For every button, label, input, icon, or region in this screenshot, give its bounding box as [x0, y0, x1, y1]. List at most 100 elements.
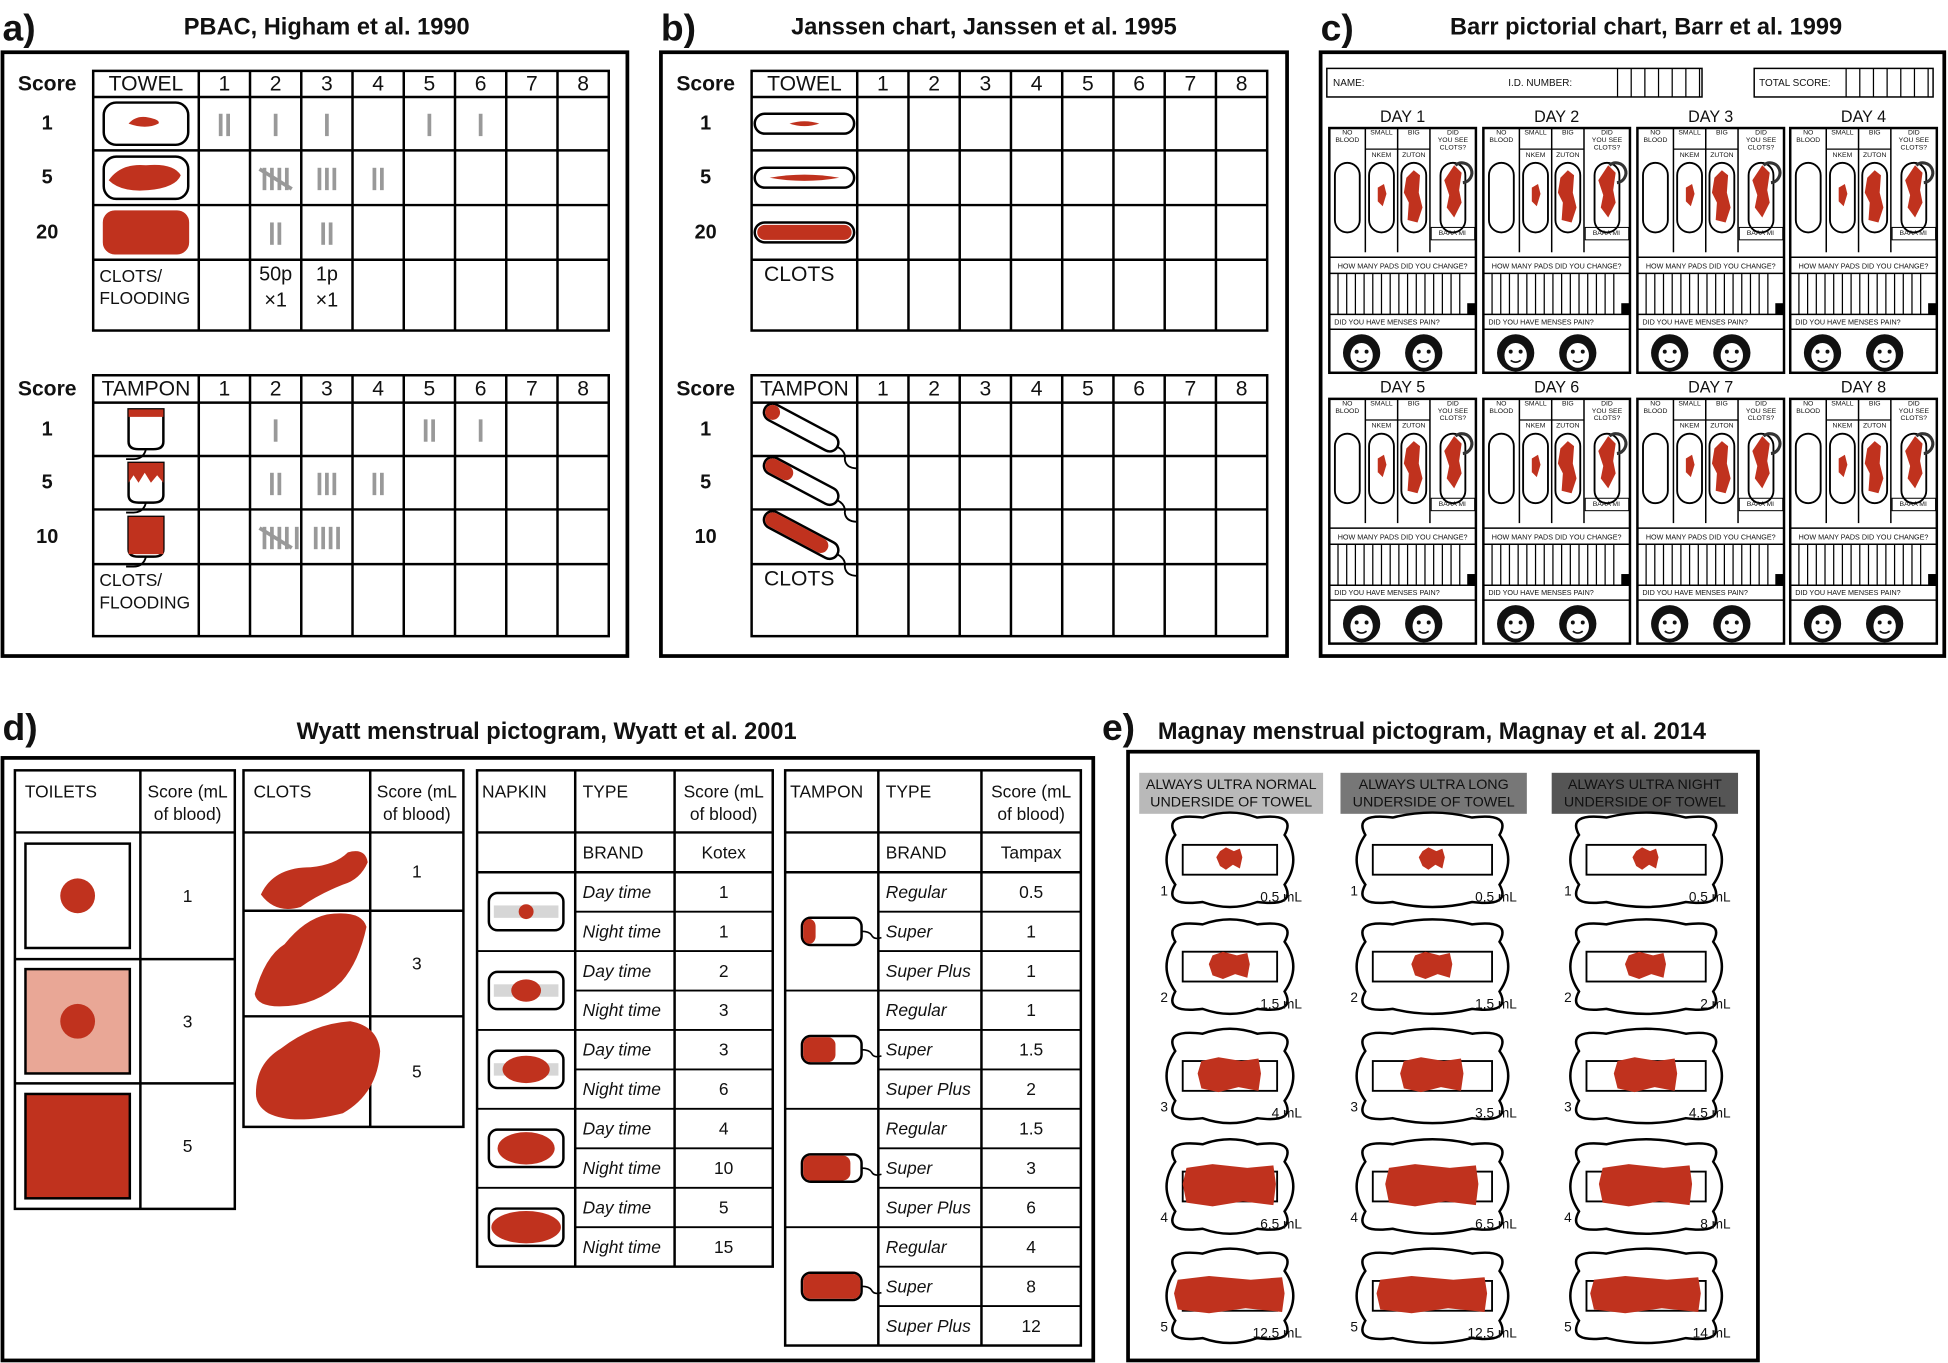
clot-mark	[1915, 432, 1935, 456]
eye	[1825, 349, 1830, 354]
type: Night time	[583, 1158, 662, 1178]
header: Score (mL	[377, 781, 457, 801]
mouth	[1726, 630, 1738, 634]
napkin-icon	[487, 1049, 565, 1090]
header: 5	[424, 377, 436, 400]
blood	[518, 904, 534, 920]
eye	[1354, 349, 1359, 354]
face-skin	[1350, 342, 1373, 368]
column-label: YOU SEE	[1438, 137, 1469, 144]
score: 5	[183, 1136, 193, 1156]
column-label: BIG	[1869, 130, 1881, 137]
header: 2	[928, 377, 940, 400]
face-skin	[1504, 613, 1527, 639]
header: TOWEL	[767, 72, 842, 95]
column-label: BIG	[1716, 130, 1728, 137]
string	[836, 553, 857, 577]
string	[861, 1285, 882, 1295]
score: 12	[1021, 1316, 1040, 1336]
sub-label: BAAA MI	[1593, 501, 1620, 508]
column-label: BLOOD	[1489, 137, 1513, 144]
eye	[1416, 349, 1421, 354]
score: 1	[42, 418, 53, 440]
string	[861, 1048, 882, 1058]
blood	[803, 1273, 861, 1299]
header: of blood)	[154, 804, 222, 824]
blood	[1598, 1164, 1693, 1207]
score: 1	[719, 882, 729, 902]
mouth	[1510, 359, 1522, 364]
eye	[1815, 349, 1820, 354]
eye	[1354, 620, 1359, 625]
face-skin	[1566, 613, 1589, 639]
sub-label: NKEM	[1372, 423, 1392, 430]
header: 1	[877, 72, 889, 95]
mouth	[1510, 630, 1522, 634]
column-label: BLOOD	[1335, 137, 1359, 144]
score: 5	[700, 472, 711, 494]
marker	[1621, 303, 1630, 315]
pad	[1554, 161, 1582, 234]
column-label: NO	[1803, 130, 1813, 137]
eye	[1724, 349, 1729, 354]
panel-title: Janssen chart, Janssen et al. 1995	[791, 14, 1177, 40]
mouth	[1664, 630, 1676, 634]
column-label: CLOTS?	[1748, 415, 1775, 422]
header: 7	[1184, 72, 1196, 95]
blood	[1377, 183, 1387, 207]
note: ×1	[316, 290, 339, 312]
sub-label: NKEM	[1680, 423, 1700, 430]
eye	[1672, 620, 1677, 625]
blood	[1400, 1057, 1464, 1093]
pad	[1368, 161, 1395, 234]
volume: 4.5 mL	[1689, 1106, 1731, 1121]
sub-label: ZUTON	[1710, 152, 1733, 159]
blood	[1531, 183, 1541, 207]
panel-letter: d)	[2, 706, 37, 748]
towel-icon	[102, 101, 190, 147]
pad	[1900, 161, 1928, 234]
question: DID YOU HAVE MENSES PAIN?	[1642, 317, 1747, 326]
day-label: DAY 7	[1688, 379, 1733, 397]
question: HOW MANY PADS DID YOU CHANGE?	[1338, 532, 1468, 541]
blood	[1632, 847, 1659, 870]
sub-label: ZUTON	[1556, 423, 1579, 430]
column-label: SMALL	[1370, 130, 1393, 137]
mouth	[1356, 359, 1368, 364]
string	[126, 502, 147, 514]
type: Day time	[583, 1040, 652, 1060]
towel-icon	[753, 166, 856, 189]
marker	[1775, 303, 1785, 315]
clot-mark	[1608, 432, 1628, 456]
blood	[1624, 951, 1666, 980]
row-number: 1	[1350, 883, 1358, 898]
score: 6	[1026, 1197, 1036, 1217]
blood	[1711, 170, 1731, 223]
rule	[258, 167, 293, 191]
blood	[1411, 951, 1453, 980]
pad	[1829, 161, 1856, 234]
header: 8	[577, 377, 589, 400]
table	[91, 69, 610, 332]
header: 3	[321, 72, 333, 95]
type: Night time	[583, 921, 662, 941]
column-label: NO	[1650, 400, 1660, 407]
sub-label: ZUTON	[1863, 152, 1886, 159]
napkin-icon	[487, 1128, 565, 1169]
box	[1326, 67, 1703, 98]
eye	[1508, 349, 1513, 354]
column-label: NO	[1650, 130, 1660, 137]
field: I.D. NUMBER:	[1508, 78, 1572, 89]
box	[1430, 226, 1476, 241]
score: 5	[42, 472, 53, 494]
column-label: NO	[1496, 130, 1506, 137]
header: of blood)	[690, 804, 758, 824]
header: TAMPON	[102, 377, 191, 400]
score: 8	[1026, 1276, 1036, 1296]
mouth	[1572, 630, 1584, 634]
tampon-icon	[762, 509, 857, 577]
score: 3	[412, 954, 422, 974]
blood	[1182, 1164, 1276, 1207]
blood	[128, 516, 164, 555]
